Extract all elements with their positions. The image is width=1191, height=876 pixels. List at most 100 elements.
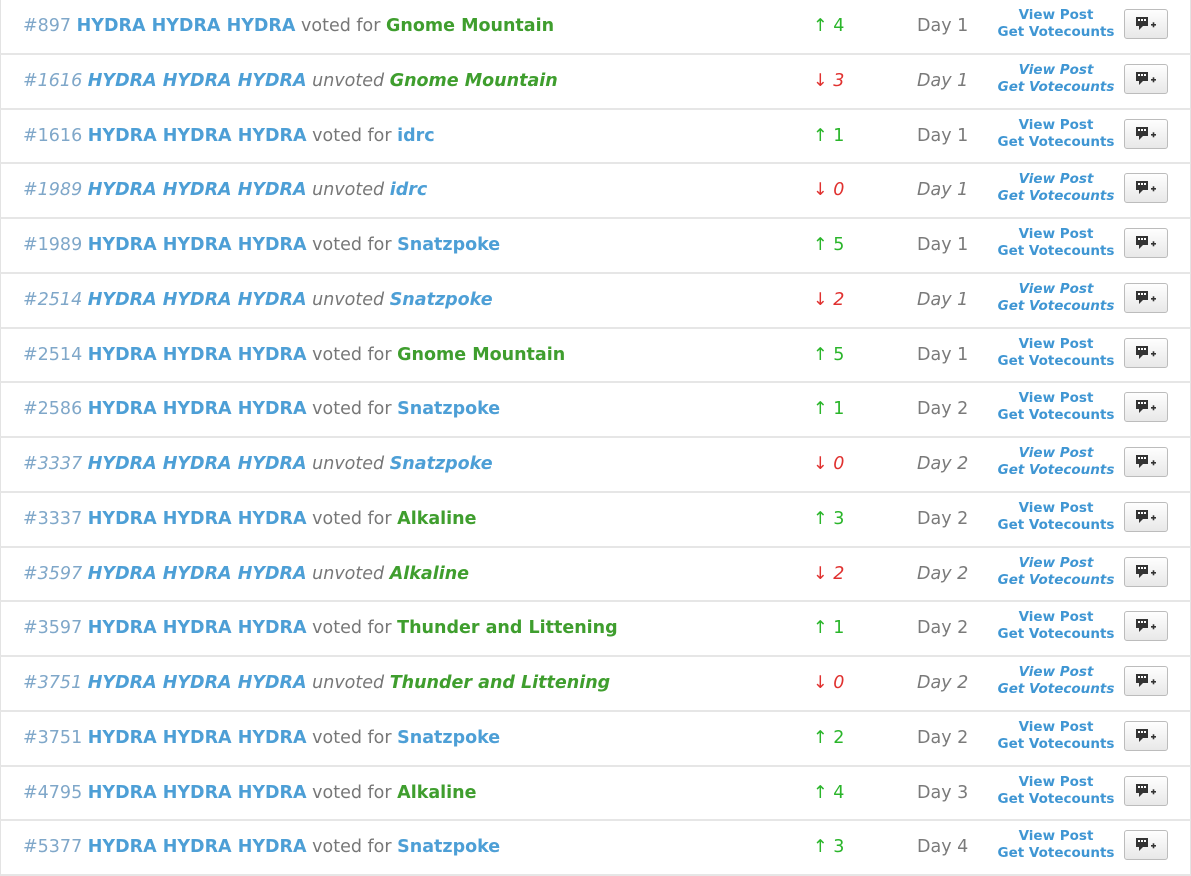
add-comment-button[interactable] [1124, 9, 1168, 39]
post-number-link[interactable]: #3751 [23, 727, 83, 748]
player-name[interactable]: HYDRA HYDRA HYDRA [87, 837, 307, 858]
post-number-link[interactable]: #897 [23, 16, 72, 36]
post-number-link[interactable]: #2514 [23, 344, 83, 365]
vote-target[interactable]: Alkaline [389, 563, 470, 584]
vote-target[interactable]: Snatzpoke [389, 289, 493, 310]
get-votecounts-link[interactable]: Get Votecounts [997, 407, 1115, 424]
vote-direction-arrow-icon: ↑ [813, 399, 828, 420]
post-number-link[interactable]: #3751 [23, 673, 83, 693]
player-name[interactable]: HYDRA HYDRA HYDRA [87, 782, 307, 803]
vote-direction-arrow-icon: ↓ [813, 563, 828, 584]
add-comment-button[interactable] [1124, 556, 1168, 587]
add-comment-button[interactable] [1124, 173, 1168, 204]
view-post-link[interactable]: View Post [1018, 116, 1094, 133]
view-post-link[interactable]: View Post [1018, 390, 1094, 407]
player-name[interactable]: HYDRA HYDRA HYDRA [87, 289, 307, 310]
vote-target[interactable]: Snatzpoke [397, 727, 501, 748]
add-comment-button[interactable] [1124, 775, 1168, 806]
vote-target[interactable]: idrc [397, 125, 435, 146]
view-post-link[interactable]: View Post [1018, 335, 1094, 352]
vote-target[interactable]: Gnome Mountain [389, 70, 558, 91]
get-votecounts-link[interactable]: Get Votecounts [997, 24, 1115, 40]
player-name[interactable]: HYDRA HYDRA HYDRA [87, 180, 307, 201]
get-votecounts-link[interactable]: Get Votecounts [997, 571, 1115, 588]
get-votecounts-link[interactable]: Get Votecounts [997, 297, 1115, 314]
add-comment-button[interactable] [1124, 63, 1168, 94]
view-post-link[interactable]: View Post [1018, 664, 1094, 680]
get-votecounts-link[interactable]: Get Votecounts [997, 188, 1115, 205]
get-votecounts-link[interactable]: Get Votecounts [997, 681, 1115, 697]
vote-target[interactable]: Alkaline [397, 508, 477, 529]
view-post-link[interactable]: View Post [1018, 773, 1094, 790]
post-number-link[interactable]: #3337 [23, 508, 83, 529]
view-post-link[interactable]: View Post [1018, 61, 1094, 78]
view-post-link[interactable]: View Post [1018, 226, 1094, 242]
vote-row: #2514 HYDRA HYDRA HYDRA unvoted Snatzpok… [0, 273, 1191, 329]
get-votecounts-link[interactable]: Get Votecounts [997, 790, 1115, 807]
get-votecounts-link[interactable]: Get Votecounts [997, 845, 1115, 862]
view-post-link[interactable]: View Post [1018, 718, 1094, 735]
post-number-link[interactable]: #1989 [23, 180, 83, 201]
vote-target[interactable]: idrc [389, 180, 428, 201]
view-post-link[interactable]: View Post [1018, 171, 1094, 188]
player-name[interactable]: HYDRA HYDRA HYDRA [87, 727, 307, 748]
player-name[interactable]: HYDRA HYDRA HYDRA [87, 235, 307, 255]
player-name[interactable]: HYDRA HYDRA HYDRA [87, 70, 307, 91]
add-comment-button[interactable] [1124, 228, 1168, 258]
add-comment-button[interactable] [1124, 337, 1168, 368]
post-number-link[interactable]: #5377 [23, 837, 83, 858]
player-name[interactable]: HYDRA HYDRA HYDRA [87, 399, 307, 420]
get-votecounts-link[interactable]: Get Votecounts [997, 735, 1115, 752]
get-votecounts-link[interactable]: Get Votecounts [997, 133, 1115, 150]
player-name[interactable]: HYDRA HYDRA HYDRA [87, 673, 307, 693]
player-name[interactable]: HYDRA HYDRA HYDRA [76, 16, 296, 36]
post-number-link[interactable]: #1616 [23, 70, 83, 91]
view-post-link[interactable]: View Post [1018, 7, 1094, 23]
add-comment-button[interactable] [1124, 392, 1168, 423]
add-comment-button[interactable] [1124, 447, 1168, 477]
vote-target[interactable]: Snatzpoke [397, 399, 501, 420]
vote-target[interactable]: Gnome Mountain [397, 344, 566, 365]
view-post-link[interactable]: View Post [1018, 280, 1094, 297]
get-votecounts-link[interactable]: Get Votecounts [997, 352, 1115, 369]
get-votecounts-link[interactable]: Get Votecounts [997, 516, 1115, 533]
player-name[interactable]: HYDRA HYDRA HYDRA [87, 454, 307, 474]
post-number-link[interactable]: #3597 [23, 563, 83, 584]
vote-target[interactable]: Snatzpoke [397, 235, 501, 255]
player-name[interactable]: HYDRA HYDRA HYDRA [87, 508, 307, 529]
add-comment-button[interactable] [1124, 830, 1168, 861]
post-number-link[interactable]: #3597 [23, 618, 83, 639]
post-number-link[interactable]: #2586 [23, 399, 83, 420]
player-name[interactable]: HYDRA HYDRA HYDRA [87, 563, 307, 584]
view-post-link[interactable]: View Post [1018, 554, 1094, 571]
add-comment-button[interactable] [1124, 720, 1168, 751]
post-number-link[interactable]: #1616 [23, 125, 83, 146]
post-number-link[interactable]: #1989 [23, 235, 83, 255]
player-name[interactable]: HYDRA HYDRA HYDRA [87, 618, 307, 639]
get-votecounts-link[interactable]: Get Votecounts [997, 78, 1115, 95]
post-number-link[interactable]: #2514 [23, 289, 83, 310]
add-comment-button[interactable] [1124, 611, 1168, 642]
vote-direction-arrow-icon: ↑ [813, 837, 828, 858]
view-post-link[interactable]: View Post [1018, 499, 1094, 516]
post-number-link[interactable]: #4795 [23, 782, 83, 803]
vote-target[interactable]: Gnome Mountain [386, 16, 555, 36]
get-votecounts-link[interactable]: Get Votecounts [997, 462, 1115, 478]
vote-target[interactable]: Alkaline [397, 782, 477, 803]
get-votecounts-link[interactable]: Get Votecounts [997, 626, 1115, 643]
vote-target[interactable]: Snatzpoke [389, 454, 493, 474]
add-comment-button[interactable] [1124, 666, 1168, 696]
post-number-link[interactable]: #3337 [23, 454, 83, 474]
view-post-link[interactable]: View Post [1018, 445, 1094, 461]
view-post-link[interactable]: View Post [1018, 828, 1094, 845]
vote-target[interactable]: Thunder and Littening [389, 673, 611, 693]
add-comment-button[interactable] [1124, 501, 1168, 532]
add-comment-button[interactable] [1124, 282, 1168, 313]
player-name[interactable]: HYDRA HYDRA HYDRA [87, 344, 307, 365]
player-name[interactable]: HYDRA HYDRA HYDRA [87, 125, 307, 146]
vote-target[interactable]: Thunder and Littening [397, 618, 618, 639]
add-comment-button[interactable] [1124, 118, 1168, 149]
get-votecounts-link[interactable]: Get Votecounts [997, 243, 1115, 259]
vote-target[interactable]: Snatzpoke [397, 837, 501, 858]
view-post-link[interactable]: View Post [1018, 609, 1094, 626]
